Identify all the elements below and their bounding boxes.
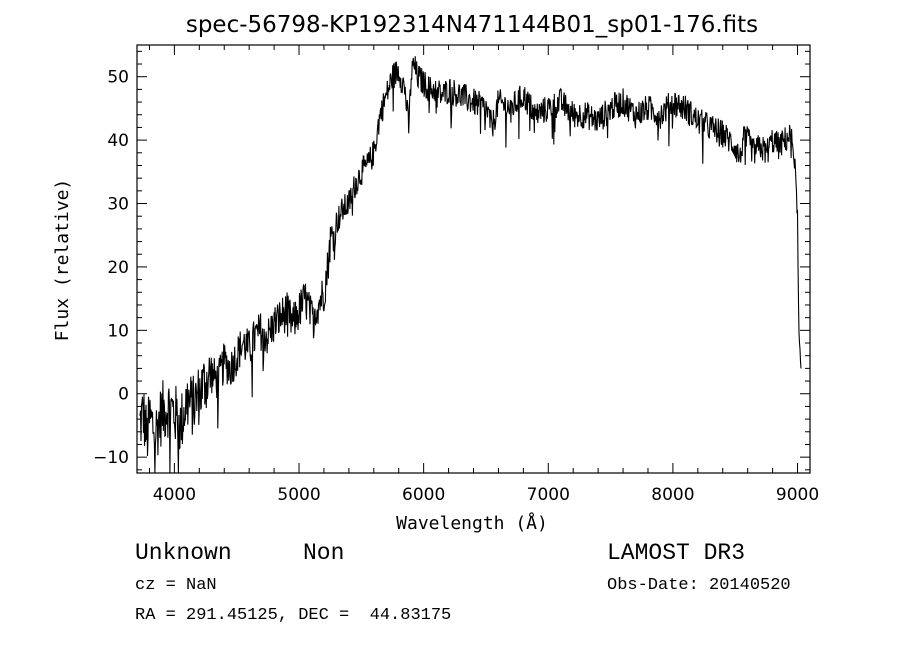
y-tick-label: 40 (107, 131, 129, 151)
x-tick-label: 9000 (776, 485, 819, 505)
y-tick-label: 0 (118, 385, 129, 405)
redshift-label: cz = NaN (135, 576, 217, 595)
y-tick-label: 50 (107, 68, 129, 88)
coordinates-label: RA = 291.45125, DEC = 44.83175 (135, 606, 451, 625)
y-axis-ticks (137, 50, 810, 471)
obs-date-label: Obs-Date: 20140520 (607, 576, 791, 595)
spectrum-series-line (139, 56, 802, 474)
x-tick-label: 7000 (527, 485, 570, 505)
y-tick-label: 10 (107, 321, 129, 341)
x-tick-label: 6000 (402, 485, 445, 505)
chart-title: spec-56798-KP192314N471144B01_sp01-176.f… (186, 12, 758, 38)
x-axis-ticks (148, 45, 799, 473)
x-tick-label: 4000 (153, 485, 196, 505)
y-tick-label: −10 (93, 448, 129, 468)
object-class-label: Unknown (135, 540, 232, 566)
x-axis-label: Wavelength (Å) (396, 512, 548, 534)
object-subclass-label: Non (303, 540, 344, 566)
x-tick-label: 5000 (277, 485, 320, 505)
y-axis-label: Flux (relative) (52, 179, 73, 342)
x-tick-label: 8000 (651, 485, 694, 505)
y-tick-label: 30 (107, 195, 129, 215)
y-axis-tick-labels: −10 0 10 20 30 40 50 (93, 68, 129, 468)
survey-label: LAMOST DR3 (607, 540, 745, 566)
x-axis-tick-labels: 4000 5000 6000 7000 8000 9000 (153, 485, 819, 505)
y-tick-label: 20 (107, 258, 129, 278)
